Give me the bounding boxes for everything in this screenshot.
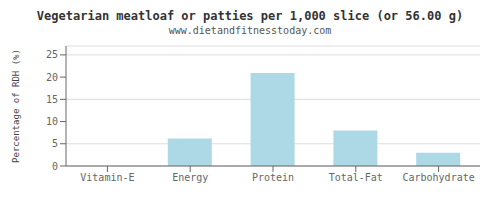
svg-text:Vitamin-E: Vitamin-E [80, 172, 134, 183]
svg-text:Total-Fat: Total-Fat [329, 172, 383, 183]
html-text:www.dietandfitnesstoday.com: www.dietandfitnesstoday.com [168, 25, 332, 36]
svg-text:10: 10 [46, 116, 58, 127]
svg-text:20: 20 [46, 72, 58, 83]
svg-text:25: 25 [46, 49, 58, 60]
svg-text:0: 0 [52, 161, 58, 172]
svg-text:Carbohydrate: Carbohydrate [402, 172, 474, 183]
svg-text:15: 15 [46, 94, 58, 105]
svg-text:Protein: Protein [252, 172, 294, 183]
svg-text:Percentage of RDH (%): Percentage of RDH (%) [11, 49, 21, 163]
html-text:Vegetarian meatloaf or patties: Vegetarian meatloaf or patties per 1,000… [36, 9, 464, 23]
svg-text:Energy: Energy [172, 172, 208, 183]
svg-text:5: 5 [52, 138, 58, 149]
